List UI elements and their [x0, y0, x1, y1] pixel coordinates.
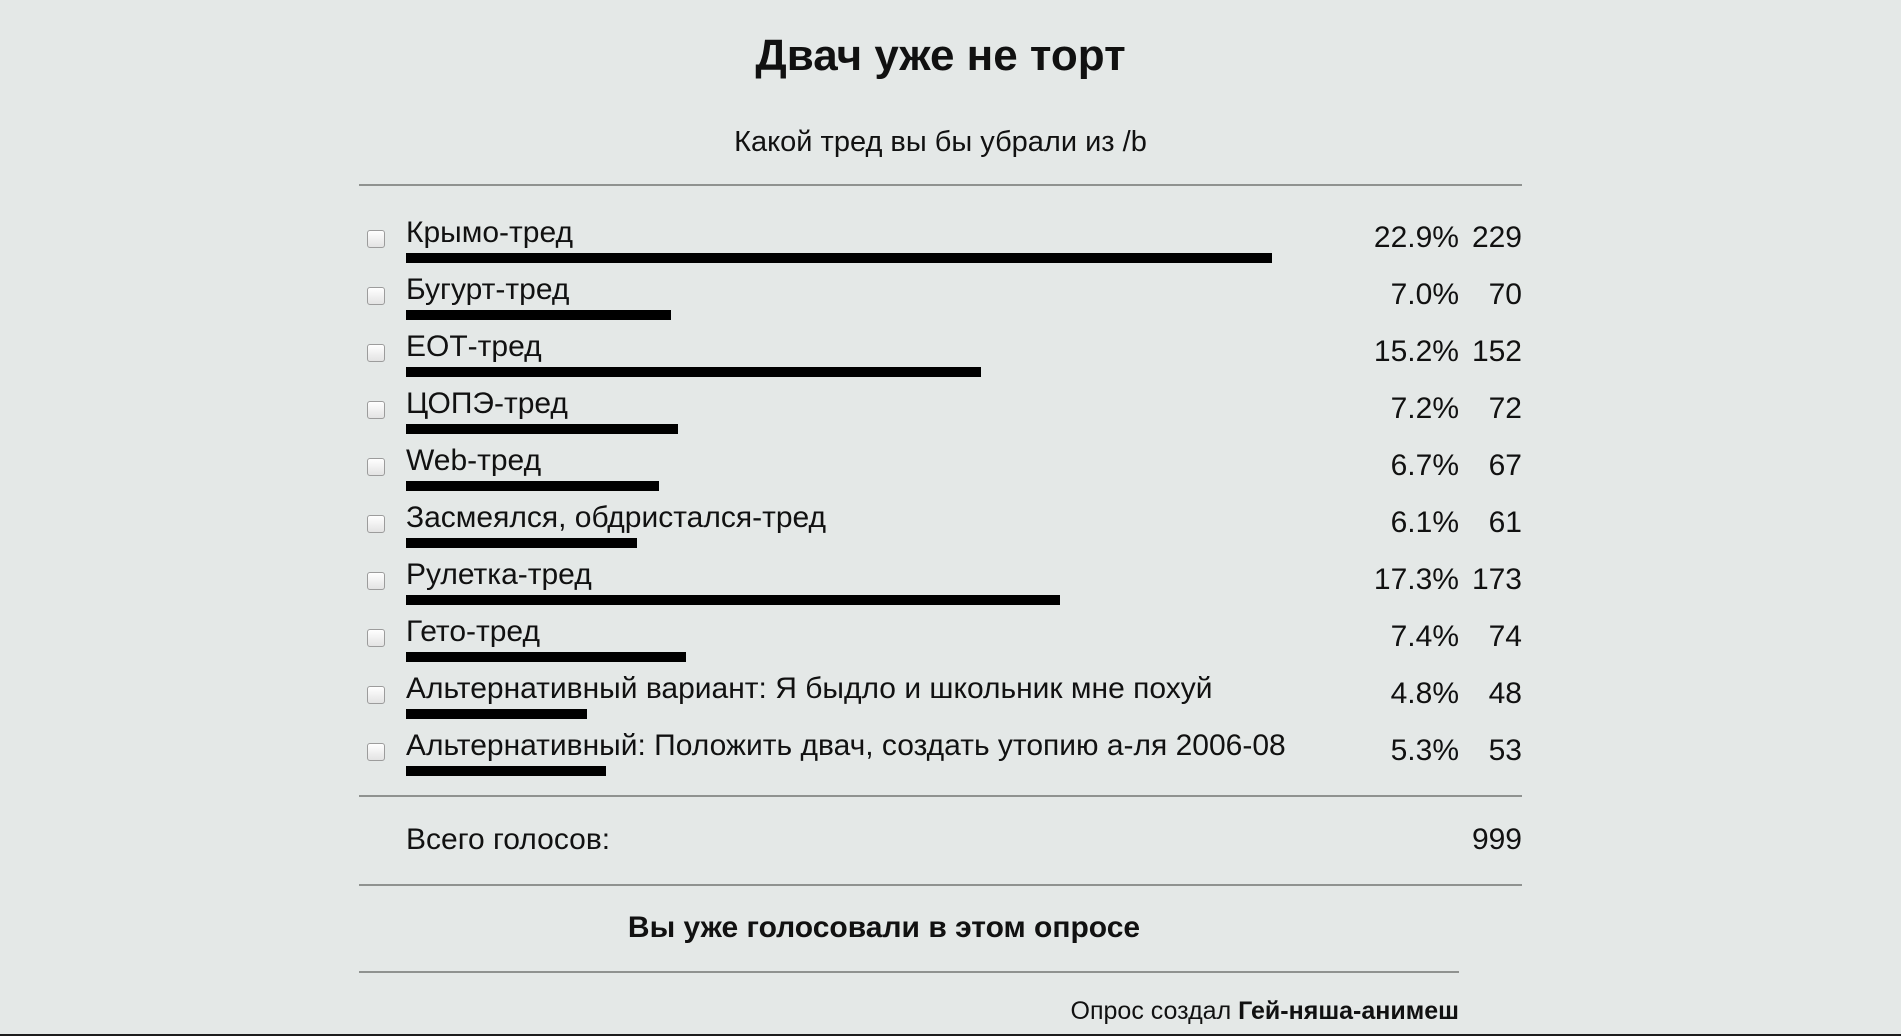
option-vote-count: 173 — [1471, 563, 1522, 596]
divider-voted — [359, 971, 1459, 973]
option-vote-count: 70 — [1488, 278, 1522, 311]
option-percent: 4.8% — [1390, 677, 1459, 710]
option-label: Web-тред — [406, 444, 542, 477]
option-label: ЕОТ-тред — [406, 330, 542, 363]
option-vote-count: 53 — [1488, 734, 1522, 767]
creator-name: Гей-няша-анимеш — [1238, 997, 1459, 1025]
option-label: Гето-тред — [406, 615, 540, 648]
option-result-bar — [406, 367, 981, 377]
poll-option: ЦОПЭ-тред 7.2% 72 — [359, 386, 1522, 443]
option-percent: 15.2% — [1373, 335, 1459, 368]
option-checkbox[interactable] — [367, 629, 385, 647]
option-label: Бугурт-тред — [406, 273, 570, 306]
option-checkbox[interactable] — [367, 287, 385, 305]
creator-prefix: Опрос создал — [1070, 997, 1232, 1025]
option-vote-count: 72 — [1488, 392, 1522, 425]
option-percent: 7.4% — [1390, 620, 1459, 653]
option-result-bar — [406, 766, 606, 776]
option-percent: 6.7% — [1390, 449, 1459, 482]
divider-top — [359, 184, 1522, 186]
option-percent: 22.9% — [1373, 221, 1459, 254]
total-votes-label: Всего голосов: — [406, 823, 611, 856]
option-checkbox[interactable] — [367, 515, 385, 533]
poll-title: Двач уже не торт — [755, 31, 1126, 80]
option-checkbox[interactable] — [367, 230, 385, 248]
option-label: Засмеялся, обдристался-тред — [406, 501, 827, 534]
poll-option: Крымо-тред 22.9% 229 — [359, 215, 1522, 272]
option-result-bar — [406, 595, 1060, 605]
poll-option: Засмеялся, обдристался-тред 6.1% 61 — [359, 500, 1522, 557]
option-label: Крымо-тред — [406, 216, 573, 249]
option-percent: 7.0% — [1390, 278, 1459, 311]
option-percent: 6.1% — [1390, 506, 1459, 539]
option-percent: 17.3% — [1373, 563, 1459, 596]
option-checkbox[interactable] — [367, 344, 385, 362]
option-label: Альтернативный: Положить двач, создать у… — [406, 729, 1286, 762]
option-checkbox[interactable] — [367, 686, 385, 704]
option-percent: 7.2% — [1390, 392, 1459, 425]
option-result-bar — [406, 481, 659, 491]
option-vote-count: 74 — [1488, 620, 1522, 653]
poll-question: Какой тред вы бы убрали из /b — [734, 126, 1147, 158]
option-vote-count: 48 — [1488, 677, 1522, 710]
option-vote-count: 229 — [1471, 221, 1522, 254]
option-checkbox[interactable] — [367, 401, 385, 419]
option-vote-count: 152 — [1471, 335, 1522, 368]
option-label: ЦОПЭ-тред — [406, 387, 568, 420]
option-result-bar — [406, 424, 678, 434]
divider-total — [359, 884, 1522, 886]
poll-option: Рулетка-тред 17.3% 173 — [359, 557, 1522, 614]
total-votes-value: 999 — [1471, 823, 1522, 856]
option-percent: 5.3% — [1390, 734, 1459, 767]
option-checkbox[interactable] — [367, 458, 385, 476]
option-checkbox[interactable] — [367, 743, 385, 761]
option-checkbox[interactable] — [367, 572, 385, 590]
option-vote-count: 61 — [1488, 506, 1522, 539]
poll-option: Гето-тред 7.4% 74 — [359, 614, 1522, 671]
poll-option: Альтернативный: Положить двач, создать у… — [359, 728, 1522, 785]
poll-option: Web-тред 6.7% 67 — [359, 443, 1522, 500]
already-voted-message: Вы уже голосовали в этом опросе — [627, 911, 1141, 944]
option-label: Рулетка-тред — [406, 558, 592, 591]
bottom-border — [0, 1034, 1901, 1036]
poll-option: Альтернативный вариант: Я быдло и школьн… — [359, 671, 1522, 728]
option-label: Альтернативный вариант: Я быдло и школьн… — [406, 672, 1213, 705]
option-result-bar — [406, 253, 1272, 263]
poll-widget: Двач уже не торт Какой тред вы бы убрали… — [359, 0, 1522, 1036]
poll-option: Бугурт-тред 7.0% 70 — [359, 272, 1522, 329]
option-vote-count: 67 — [1488, 449, 1522, 482]
option-result-bar — [406, 709, 587, 719]
option-result-bar — [406, 652, 686, 662]
option-result-bar — [406, 538, 637, 548]
divider-options — [359, 795, 1522, 797]
poll-option: ЕОТ-тред 15.2% 152 — [359, 329, 1522, 386]
option-result-bar — [406, 310, 671, 320]
